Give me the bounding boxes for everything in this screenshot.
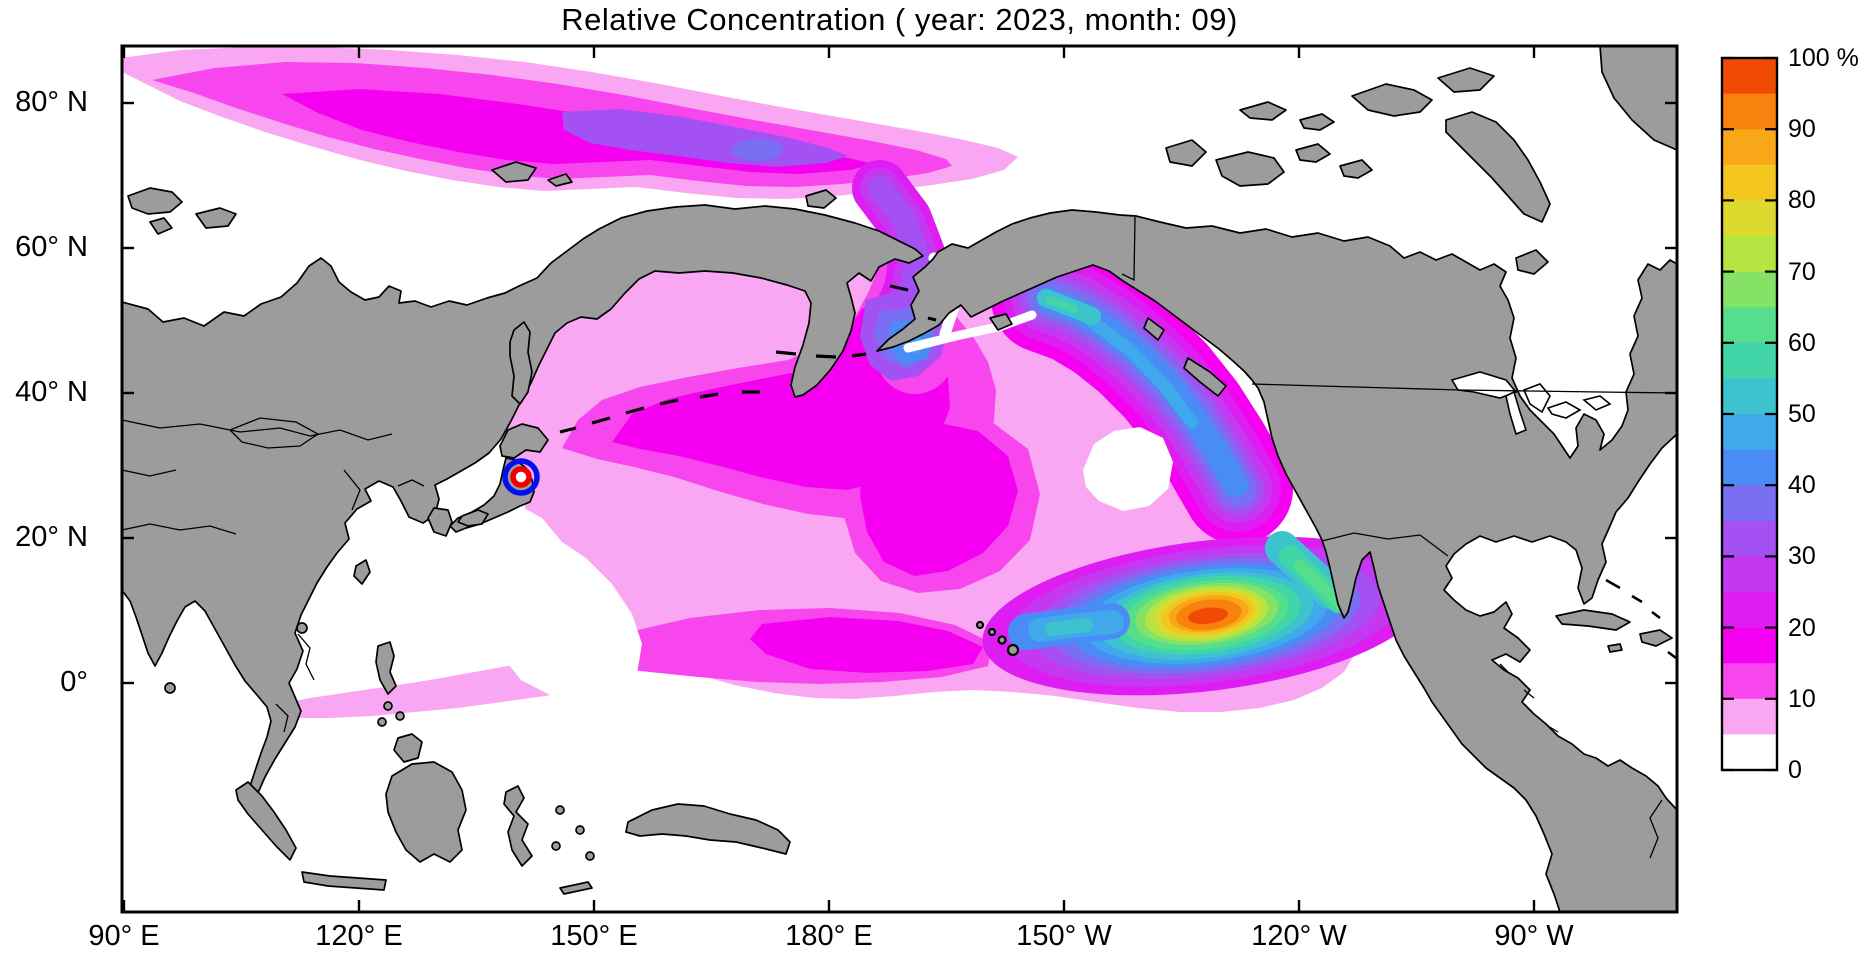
- colorbar-label-0: 0: [1788, 756, 1802, 784]
- page-title: Relative Concentration ( year: 2023, mon…: [561, 2, 1238, 37]
- coastal-band: [991, 243, 1293, 544]
- map-frame: [120, 44, 1679, 914]
- colorbar-label-40: 40: [1788, 471, 1816, 499]
- land-hawaii: [975, 620, 1020, 657]
- colorbar-label-100: 100 %: [1788, 44, 1859, 72]
- land-wrangel: [805, 189, 837, 209]
- y-tick-label-80n: 80° N: [15, 86, 88, 118]
- y-tick-label-20n: 20° N: [15, 521, 88, 553]
- land-cuba: [1555, 609, 1631, 631]
- colorbar-label-60: 60: [1788, 329, 1816, 357]
- colorbar: [1720, 56, 1779, 772]
- colorbar-label-50: 50: [1788, 400, 1816, 428]
- hotspot: [982, 536, 1430, 696]
- x-tick-label-90w: 90° W: [1494, 920, 1574, 952]
- x-tick-label-180e: 180° E: [785, 920, 873, 952]
- land-kyushu: [427, 507, 453, 537]
- country-borders: [121, 216, 1678, 859]
- y-tick-label-60n: 60° N: [15, 231, 88, 263]
- y-tick-label-0: 0°: [60, 666, 88, 698]
- land-sakhalin: [509, 321, 533, 405]
- land-shikoku: [457, 509, 489, 527]
- colorbar-label-90: 90: [1788, 115, 1816, 143]
- x-tick-label-150e: 150° E: [550, 920, 638, 952]
- colorbar-label-80: 80: [1788, 186, 1816, 214]
- gyre-low-patch: [1083, 427, 1173, 511]
- y-tick-label-40n: 40° N: [15, 376, 88, 408]
- x-tick-label-90e: 90° E: [88, 920, 160, 952]
- x-tick-label-150w: 150° W: [1016, 920, 1112, 952]
- colorbar-label-70: 70: [1788, 258, 1816, 286]
- colorbar-label-30: 30: [1788, 542, 1816, 570]
- land-hokkaido: [499, 423, 549, 459]
- x-tick-label-120w: 120° W: [1251, 920, 1347, 952]
- concentration-plumes: [122, 47, 1430, 718]
- colorbar-label-20: 20: [1788, 614, 1816, 642]
- colorbar-label-10: 10: [1788, 685, 1816, 713]
- release-marker: [502, 458, 540, 496]
- x-tick-label-120e: 120° E: [315, 920, 403, 952]
- land-greenland: [1599, 45, 1678, 151]
